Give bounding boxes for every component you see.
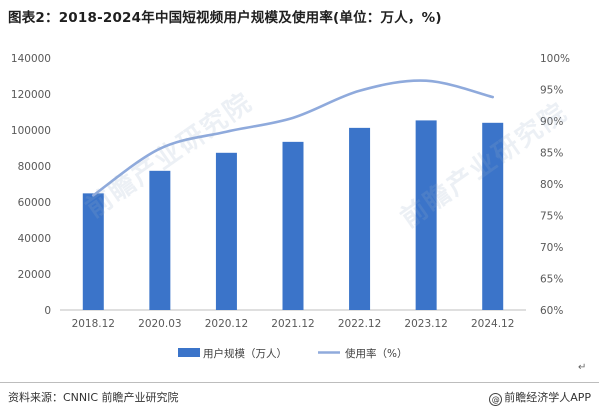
source-note: 资料来源：CNNIC 前瞻产业研究院 [8,391,179,404]
left-y-tick-label: 20000 [18,269,51,281]
right-y-tick-label: 75% [540,211,563,223]
left-y-tick-label: 0 [44,305,51,317]
left-y-tick-label: 120000 [11,89,51,101]
legend-label-line: 使用率（%） [345,347,407,360]
brand-text: 前瞻经济学人APP [504,391,591,404]
x-tick-label: 2020.03 [138,318,181,330]
bar [215,152,237,310]
brand-label: @ 前瞻经济学人APP [489,389,591,406]
at-icon: @ [489,393,503,406]
bar [282,141,304,310]
legend-label-bar: 用户规模（万人） [203,347,287,360]
x-tick-label: 2018.12 [72,318,115,330]
x-tick-label: 2024.12 [471,318,514,330]
chart-area: 0 20000 40000 60000 80000 100000 120000 140000 6… [11,53,570,360]
bar [349,127,371,310]
chart-title: 图表2：2018-2024年中国短视频用户规模及使用率(单位：万人，%) [8,10,442,26]
bar [482,122,504,310]
bar [82,193,104,310]
left-y-tick-label: 140000 [11,53,51,65]
x-tick-label: 2020.12 [205,318,248,330]
right-y-tick-label: 95% [540,85,563,97]
right-y-tick-label: 85% [540,148,563,160]
legend-swatch-bar [178,348,200,357]
paragraph-mark-icon: ↵ [578,362,587,373]
footer-divider [0,382,599,383]
left-y-tick-label: 40000 [18,233,51,245]
right-y-tick-label: 70% [540,242,563,254]
right-y-tick-label: 100% [540,53,570,65]
right-y-tick-label: 80% [540,179,563,191]
left-y-tick-label: 60000 [18,197,51,209]
bar [415,120,437,310]
left-y-tick-label: 80000 [18,161,51,173]
x-tick-label: 2021.12 [271,318,314,330]
right-y-tick-label: 60% [540,305,563,317]
x-tick-label: 2022.12 [338,318,381,330]
bar [149,170,171,310]
right-y-tick-label: 90% [540,116,563,128]
x-tick-label: 2023.12 [404,318,447,330]
right-y-tick-label: 65% [540,274,563,286]
left-y-tick-label: 100000 [11,125,51,137]
series-line [91,79,495,197]
